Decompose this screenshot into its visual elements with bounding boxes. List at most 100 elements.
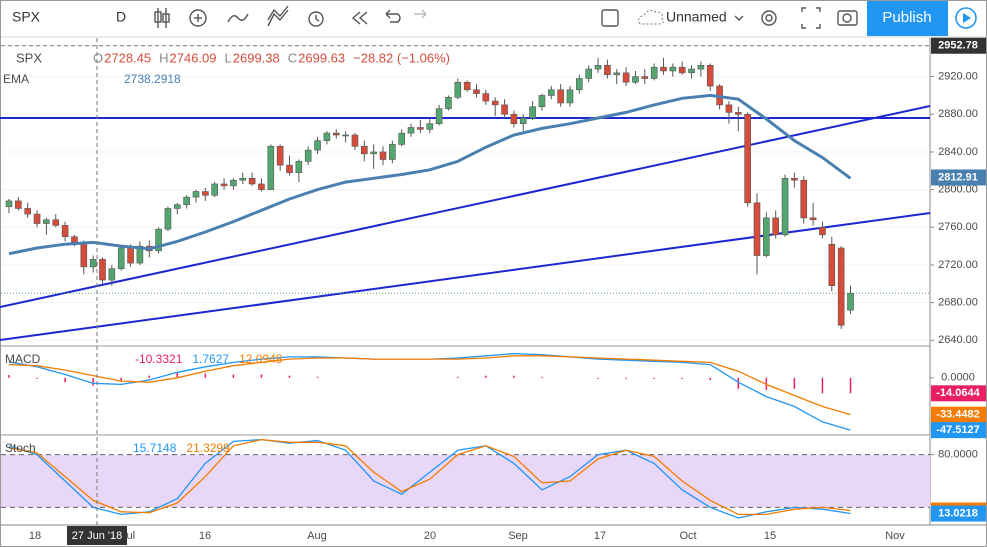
replay-icon[interactable] — [351, 11, 368, 25]
ema-name: EMA — [3, 72, 29, 86]
macd-legend-value: 1.7627 — [192, 352, 229, 366]
backgrounds — [1, 76, 930, 508]
candle-body — [15, 200, 22, 209]
candle-body — [706, 65, 714, 87]
templates-icon[interactable] — [267, 5, 289, 27]
macd-legend-value: -10.3321 — [135, 352, 183, 366]
ohlc-value: 2699.63 — [298, 50, 345, 65]
time-label: Sep — [508, 530, 528, 542]
publish-button[interactable] — [867, 1, 948, 36]
candle-body — [286, 164, 293, 173]
candle-body — [258, 183, 265, 190]
interval-button[interactable]: D — [116, 9, 126, 25]
macd-legend-value: 12.0948 — [239, 352, 283, 366]
candle-body — [202, 191, 209, 196]
redo-icon[interactable] — [414, 9, 427, 19]
signal-line — [8, 355, 851, 416]
price-tick-label: 2880.00 — [938, 108, 978, 120]
maximize-icon[interactable] — [801, 7, 821, 29]
candle-body — [435, 108, 443, 124]
toolbar-bg — [1, 1, 986, 37]
macd-name: MACD — [5, 352, 41, 366]
crosshair-price: 2952.78 — [938, 40, 978, 52]
candle-body — [192, 191, 200, 198]
candle-body — [174, 204, 181, 209]
price-tick-label: 2720.00 — [938, 259, 978, 271]
alert-icon[interactable] — [308, 11, 324, 27]
crosshair-price-box — [931, 37, 986, 54]
publish-label[interactable]: Publish — [882, 9, 931, 26]
time-label: 16 — [199, 530, 211, 542]
candle-body — [342, 134, 349, 137]
candle-body — [211, 183, 218, 196]
settings-icon[interactable] — [761, 10, 777, 26]
candle-body — [547, 89, 555, 96]
cloud-icon[interactable] — [638, 10, 664, 25]
candle-body — [398, 132, 406, 145]
stoch-legend-value: 15.7148 — [133, 441, 177, 455]
layout-name[interactable]: Unnamed — [666, 9, 727, 25]
snapshot-icon[interactable] — [837, 10, 858, 26]
candle-body — [230, 179, 237, 187]
stoch-legend-value: 21.3299 — [186, 441, 230, 455]
price-tick-label: 2640.00 — [938, 334, 978, 346]
candle-body — [650, 66, 658, 79]
price-tick-label: 2760.00 — [938, 221, 978, 233]
candle-body — [791, 178, 798, 181]
chart-type-icon[interactable] — [154, 8, 170, 28]
candle-body — [407, 127, 415, 134]
candle-body — [360, 145, 368, 155]
candle-body — [772, 217, 780, 236]
candle-body — [426, 123, 434, 130]
candle-body — [622, 72, 630, 83]
play-button[interactable] — [955, 7, 977, 29]
price-tick-label: 2680.00 — [938, 297, 978, 309]
candle-body — [613, 72, 621, 76]
candle-body — [276, 145, 284, 166]
candle-body — [847, 292, 854, 311]
candle-body — [837, 247, 845, 326]
candle-body — [538, 95, 546, 108]
candle-body — [304, 149, 312, 162]
layout-menu-arrow[interactable] — [734, 15, 744, 21]
candle-body — [52, 219, 60, 226]
stoch-tick-label: 80.0000 — [938, 449, 978, 461]
candle-body — [117, 247, 125, 270]
last-value: -33.4482 — [936, 409, 979, 421]
stoch-name: Stoch — [5, 441, 36, 455]
candle-body — [463, 81, 471, 91]
undo-icon[interactable] — [385, 9, 401, 23]
cursor-date: 27 Jun '18 — [72, 530, 122, 542]
candle-body — [688, 68, 695, 74]
time-label: 20 — [424, 530, 436, 542]
candle-body — [566, 89, 574, 104]
candle-body — [660, 66, 667, 72]
candle-body — [136, 245, 144, 264]
candle-body — [323, 132, 331, 141]
candle-body — [828, 243, 836, 286]
symbol-button[interactable]: SPX — [12, 9, 41, 25]
candle-body — [248, 178, 256, 185]
candle-body — [753, 202, 761, 256]
compare-icon[interactable] — [227, 13, 249, 23]
candle-body — [800, 179, 808, 219]
candle-body — [744, 113, 751, 204]
candle-body — [183, 196, 190, 205]
ema-value: 2738.2918 — [124, 72, 181, 86]
ema-last-box — [931, 169, 986, 186]
candle-body — [370, 151, 377, 155]
trend-line — [0, 105, 931, 308]
candle-body — [519, 117, 527, 124]
last-value-box — [931, 406, 986, 423]
ema-line — [8, 93, 852, 256]
fullscreen-box[interactable] — [601, 9, 619, 27]
indicators-icon[interactable] — [189, 9, 207, 27]
price-tick-label: 2800.00 — [938, 184, 978, 196]
time-label: Oct — [679, 530, 696, 542]
candle-body — [314, 140, 321, 151]
candle-body — [585, 68, 593, 79]
candle-body — [127, 247, 134, 264]
candle-body — [155, 228, 162, 252]
candle-body — [501, 104, 508, 115]
ema-last: 2812.91 — [938, 171, 978, 183]
